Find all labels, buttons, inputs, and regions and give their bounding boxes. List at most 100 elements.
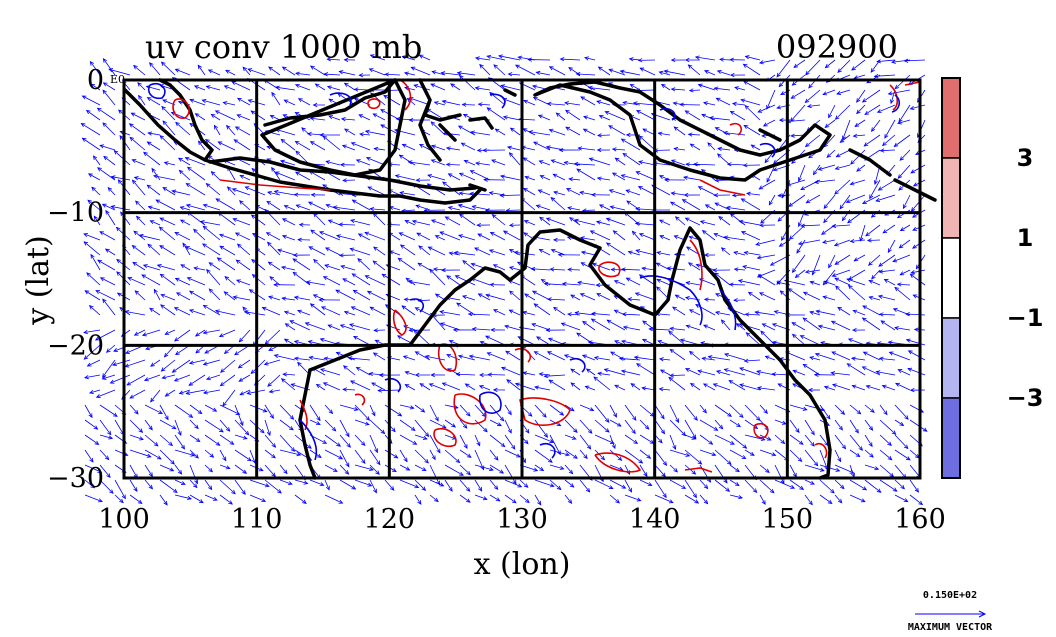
vector-arrowhead <box>618 356 624 361</box>
vector-arrow <box>344 311 356 316</box>
vector-arrowhead <box>296 452 302 457</box>
vector-arrowhead <box>673 467 678 473</box>
vector-arrowhead <box>202 361 208 366</box>
vector-arrowhead <box>570 368 576 373</box>
vector-arrow <box>459 214 476 226</box>
vector-arrow <box>743 63 761 76</box>
vector-arrowhead <box>283 338 289 343</box>
vector-arrowhead <box>364 275 370 280</box>
vector-arrowhead <box>689 143 695 148</box>
vector-arrow <box>99 404 118 417</box>
vector-arrow <box>851 357 866 361</box>
vector-arrowhead <box>371 411 376 417</box>
vector-arrowhead <box>277 248 283 253</box>
vector-arrowhead <box>508 152 514 157</box>
vector-arrowhead <box>413 329 418 335</box>
vector-arrow <box>521 146 536 151</box>
vector-arrow <box>239 200 251 211</box>
vector-arrowhead <box>810 480 815 485</box>
vector-arrowhead <box>729 57 734 62</box>
vector-arrow <box>531 268 551 271</box>
vector-arrowhead <box>420 408 426 413</box>
vector-arrowhead <box>358 114 364 119</box>
vector-arrowhead <box>307 444 312 449</box>
vector-arrow <box>639 404 655 417</box>
vector-arrowhead <box>834 260 840 265</box>
vector-arrow <box>439 231 461 241</box>
vector-arrow <box>266 232 281 241</box>
vector-arrowhead <box>516 453 521 458</box>
vector-arrowhead <box>242 435 248 440</box>
vector-arrowhead <box>283 310 289 315</box>
vector-arrow <box>279 434 295 452</box>
vector-arrow <box>790 104 806 122</box>
vector-arrow <box>108 68 131 76</box>
vector-arrowhead <box>508 223 514 228</box>
vector-arrow <box>878 295 896 301</box>
vector-arrow <box>597 134 611 136</box>
vector-arrow <box>570 368 581 376</box>
vector-arrowhead <box>756 255 762 260</box>
vector-arrowhead <box>802 363 808 368</box>
vector-arrow <box>549 479 562 490</box>
vector-arrowhead <box>794 273 800 279</box>
vector-arrowhead <box>458 234 463 239</box>
vector-arrow <box>879 357 896 361</box>
vector-arrowhead <box>318 297 323 303</box>
vector-arrow <box>846 194 866 203</box>
vector-arrowhead <box>134 290 140 295</box>
vector-arrow <box>609 449 622 461</box>
vector-arrowhead <box>460 142 466 147</box>
vector-arrowhead <box>887 455 893 461</box>
vector-arrowhead <box>546 297 552 302</box>
vector-arrowhead <box>749 451 755 456</box>
vector-arrowhead <box>851 327 857 333</box>
vector-arrow <box>699 449 716 456</box>
vector-arrow <box>713 383 731 391</box>
vector-arrowhead <box>186 277 192 281</box>
vector-arrowhead <box>224 275 230 281</box>
vector-arrow <box>823 194 836 209</box>
vector-arrowhead <box>349 247 355 252</box>
vector-arrowhead <box>159 217 165 222</box>
vector-arrowhead <box>837 457 842 463</box>
vector-arrowhead <box>883 410 888 416</box>
vector-arrowhead <box>707 142 712 147</box>
vector-arrow <box>231 81 251 91</box>
vector-arrow <box>162 374 176 379</box>
vector-arrowhead <box>539 466 545 472</box>
vector-arrowhead <box>251 273 257 279</box>
vector-arrow <box>404 72 416 76</box>
vector-arrowhead <box>743 358 749 363</box>
vector-arrow <box>580 293 596 301</box>
vector-arrow <box>237 97 251 106</box>
vector-arrowhead <box>831 223 837 229</box>
vector-arrowhead <box>345 432 350 438</box>
vector-arrow <box>471 278 491 286</box>
vector-arrow <box>219 479 236 495</box>
vector-arrow <box>695 56 716 61</box>
vector-arrow <box>688 133 701 136</box>
vector-arrow <box>81 123 101 136</box>
vector-arrowhead <box>238 377 244 382</box>
vector-arrow <box>159 217 176 226</box>
vector-arrow <box>159 479 178 493</box>
vector-arrowhead <box>218 333 224 338</box>
vector-arrowhead <box>175 292 181 297</box>
vector-arrowhead <box>735 323 741 328</box>
vector-arrow <box>478 103 491 106</box>
vector-arrowhead <box>897 369 903 373</box>
vector-arrow <box>280 160 296 166</box>
vector-arrow <box>509 309 521 316</box>
vector-arrowhead <box>104 248 110 253</box>
vector-arrowhead <box>523 220 529 224</box>
vector-arrow <box>490 232 506 241</box>
vector-arrowhead <box>220 368 225 373</box>
vector-arrowhead <box>450 83 455 88</box>
vector-arrow <box>147 184 161 196</box>
vector-arrowhead <box>887 441 892 447</box>
vector-arrow <box>414 479 426 491</box>
vector-arrow <box>853 134 866 137</box>
vector-arrowhead <box>236 97 242 102</box>
vector-arrowhead <box>447 173 453 178</box>
